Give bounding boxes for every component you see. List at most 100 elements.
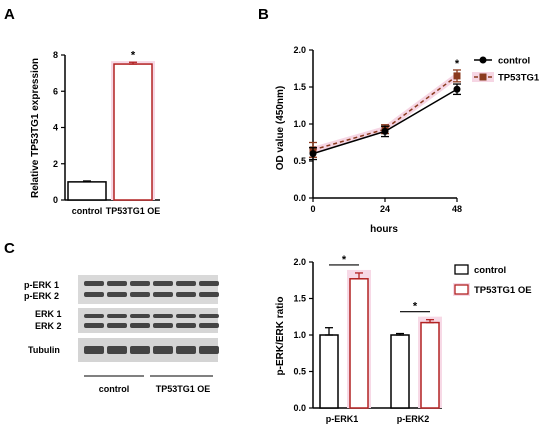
band-erk1: [107, 314, 127, 318]
band-tubulin: [107, 346, 127, 354]
panel-a-ytick-label: 8: [53, 50, 58, 60]
band-perk2: [153, 292, 173, 297]
panel-a-ytick-label: 2: [53, 159, 58, 169]
band-perk1: [153, 281, 173, 286]
band-erk2: [199, 323, 219, 328]
panel-b-ytick-label: 0.5: [293, 156, 306, 166]
panel-a-errorbar: [83, 180, 91, 183]
panel-letter-b: B: [258, 6, 269, 23]
panel-a-xtick-label: control: [72, 206, 103, 216]
band-tubulin: [176, 346, 196, 354]
panel-b-xlabel: hours: [370, 224, 398, 235]
band-perk2: [176, 292, 196, 297]
panel-c-errorbar: [396, 332, 404, 336]
legend-swatch-oe: [454, 284, 469, 295]
blot-label-erk2: ERK 2: [35, 321, 62, 331]
series-point-control: [453, 85, 461, 93]
panel-a-ylabel: Relative TP53TG1 expression: [30, 58, 41, 198]
panel-b-ytick-label: 2.0: [293, 45, 306, 55]
blot-label-perk2: p-ERK 2: [24, 291, 59, 301]
band-perk1: [84, 281, 104, 286]
band-erk1: [199, 314, 219, 318]
panel-c-errorbar: [426, 319, 434, 324]
panel-c-ylabel: p-ERK/ERK ratio: [275, 297, 286, 376]
panel-b-ytick-label: 1.5: [293, 82, 306, 92]
band-erk2: [84, 323, 104, 328]
panel-c-ytick-label: 1.0: [293, 330, 306, 340]
panel-a-bar: [113, 63, 153, 201]
blot-group-control: control: [99, 384, 130, 394]
panel-c-significance: *: [342, 254, 347, 266]
panel-a-errorbar: [129, 61, 137, 65]
band-tubulin: [153, 346, 173, 354]
panel-a-ytick-label: 0: [53, 195, 58, 205]
blot-label-erk1: ERK 1: [35, 309, 62, 319]
series-point-control: [309, 150, 317, 158]
panel-b-xtick-label: 48: [452, 204, 462, 214]
legend-marker-control: [479, 56, 487, 64]
band-tubulin: [199, 346, 219, 354]
band-erk1: [176, 314, 196, 318]
legend-label-control: control: [498, 56, 530, 67]
panel-a-chart: Relative TP53TG1 expression 0 2 4 6 8 control…: [30, 49, 160, 216]
panel-a-ytick-label: 4: [53, 123, 58, 133]
panel-b-xtick-label: 24: [380, 204, 390, 214]
band-tubulin: [130, 346, 150, 354]
series-point-tp53tg1: [453, 72, 461, 80]
panel-c-ytick-label: 0.0: [293, 403, 306, 413]
legend-label-tp53tg1: TP53TG1: [498, 73, 540, 84]
panel-a-ytick-label: 6: [53, 86, 58, 96]
western-blot: p-ERK 1 p-ERK 2 ERK 1 ERK 2 Tubulin cont…: [24, 275, 219, 394]
legend-swatch-control: [454, 264, 469, 275]
panel-a-bar: [67, 181, 107, 201]
panel-b-legend: control TP53TG1: [472, 56, 540, 84]
blot-label-perk1: p-ERK 1: [24, 280, 59, 290]
band-perk1: [107, 281, 127, 286]
panel-c-xtick-label: p-ERK2: [397, 414, 430, 424]
panel-b-ylabel: OD value (450nm): [275, 86, 286, 170]
panel-letter-a: A: [4, 6, 15, 23]
panel-a-significance: *: [131, 49, 136, 61]
legend-marker-tp53tg1: [479, 73, 487, 81]
band-erk2: [130, 323, 150, 328]
band-erk2: [176, 323, 196, 328]
panel-b-xtick-label: 0: [310, 204, 315, 214]
blot-image-perk: [78, 275, 218, 304]
band-perk1: [176, 281, 196, 286]
band-perk2: [107, 292, 127, 297]
legend-label-control: control: [474, 265, 506, 276]
panel-c-errorbar: [325, 327, 333, 336]
panel-c-legend: control TP53TG1 OE: [453, 264, 532, 296]
band-erk2: [153, 323, 173, 328]
panel-a-xtick-label: TP53TG1 OE: [106, 206, 161, 216]
band-perk2: [199, 292, 219, 297]
series-line-tp53tg1: [312, 75, 458, 151]
panel-c-ytick-label: 0.5: [293, 367, 306, 377]
panel-c-bar-oe: [420, 321, 440, 409]
panel-b-ytick-label: 0.0: [293, 193, 306, 203]
band-erk1: [130, 314, 150, 318]
band-perk2: [130, 292, 150, 297]
panel-b-chart: OD value (450nm) hours 0.0 0.5 1.0 1.5 2.0 0 2…: [275, 45, 540, 235]
panel-c-errorbar: [355, 272, 363, 280]
panel-c-bar-oe: [349, 278, 369, 409]
panel-c-ytick-label: 2.0: [293, 257, 306, 267]
band-erk1: [84, 314, 104, 318]
band-tubulin: [84, 346, 104, 354]
series-glow-tp53tg1: [312, 73, 459, 153]
panel-c-ytick-label: 1.5: [293, 294, 306, 304]
panel-b-significance: *: [455, 58, 460, 70]
band-erk1: [153, 314, 173, 318]
band-perk1: [199, 281, 219, 286]
panel-letter-c: C: [4, 240, 15, 257]
panel-c-chart: p-ERK/ERK ratio 0.0 0.5 1.0 1.5 2.0 * p-ERK1 * p…: [275, 254, 532, 424]
panel-c-bar-control: [390, 334, 410, 409]
panel-c-significance: *: [413, 301, 418, 313]
band-erk2: [107, 323, 127, 328]
panel-c-bar-control: [319, 334, 339, 409]
band-perk1: [130, 281, 150, 286]
band-perk2: [84, 292, 104, 297]
blot-image-erk: [78, 308, 218, 333]
legend-label-oe: TP53TG1 OE: [474, 285, 532, 296]
